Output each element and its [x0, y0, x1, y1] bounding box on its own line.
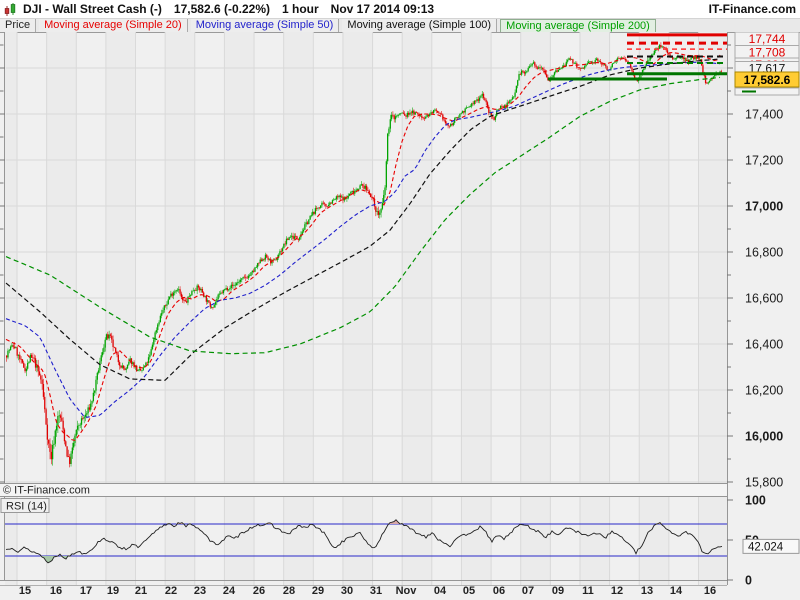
time-tick-label: 26: [253, 585, 265, 597]
datetime-label: Nov 17 2014 09:13: [330, 2, 435, 16]
time-tick-label: 31: [370, 585, 382, 597]
price-tick-label: 17,000: [745, 200, 783, 214]
day-bands: [5, 32, 727, 585]
rsi-value-text: 42.024: [748, 541, 784, 553]
legend-tab-ma20[interactable]: Moving average (Simple 20): [39, 19, 188, 32]
time-tick-label: 21: [135, 585, 147, 597]
instrument-title: DJI - Wall Street Cash (-): [23, 2, 162, 16]
time-tick-label: 09: [552, 585, 564, 597]
up-candle-bodies: [7, 45, 721, 464]
legend-tab-bar: Price Moving average (Simple 20) Moving …: [0, 19, 800, 33]
panel-borders: [0, 32, 728, 586]
price-tick-label: 17,400: [745, 108, 783, 122]
time-tick-label: 11: [582, 585, 594, 597]
title-bar: DJI - Wall Street Cash (-) 17,582.6 (-0.…: [0, 0, 800, 19]
time-tick-label: 13: [641, 585, 653, 597]
rsi-indicator-tab[interactable]: RSI (14): [0, 498, 50, 513]
time-tick-label: 16: [704, 585, 716, 597]
price-axis: 17,400 17,200 17,000 16,800 16,600 16,400 16,2…: [0, 44, 783, 490]
level-label-text: 17,744: [749, 32, 786, 46]
price-tick-label: 16,400: [745, 338, 783, 352]
time-tick-label: 22: [165, 585, 177, 597]
time-tick-label: 30: [341, 585, 353, 597]
time-tick-label: 14: [670, 585, 683, 597]
level-label-text: 17,582.6: [744, 73, 791, 87]
time-tick-label: 24: [223, 585, 236, 597]
ma-line-simple50: [5, 61, 721, 418]
price-tick-label: 17,200: [745, 154, 783, 168]
level-label-box: [734, 87, 800, 96]
time-tick-label: 04: [434, 585, 447, 597]
price-tick-label: 16,800: [745, 246, 783, 260]
time-tick-label: 23: [194, 585, 206, 597]
price-tick-label: 16,000: [745, 430, 783, 444]
time-tick-label: 28: [283, 585, 295, 597]
level-marker-lines: [548, 33, 727, 81]
time-tick-label: 15: [19, 585, 31, 597]
copyright-label: © IT-Finance.com: [3, 485, 90, 497]
ma-line-simple200: [5, 76, 721, 355]
time-tick-label: 17: [80, 585, 92, 597]
current-price-label-box: [734, 71, 800, 88]
rsi-tick-label: 100: [745, 494, 766, 508]
price-tick-label: 15,800: [745, 476, 783, 490]
svg-text:RSI (14): RSI (14): [6, 501, 47, 513]
rsi-tick-label: 0: [745, 574, 752, 588]
time-tick-label: 29: [312, 585, 324, 597]
time-tick-label: 05: [463, 585, 475, 597]
legend-tab-price[interactable]: Price: [0, 19, 37, 32]
legend-tab-ma200[interactable]: Moving average (Simple 200): [500, 19, 656, 32]
candlestick-series: [6, 42, 722, 468]
ma-line-simple20: [5, 52, 721, 442]
timeframe-label: 1 hour: [281, 2, 319, 16]
candlestick-chart-icon: [4, 2, 16, 16]
time-tick-label: 12: [611, 585, 623, 597]
legend-tab-ma50[interactable]: Moving average (Simple 50): [190, 19, 340, 32]
last-price-change: 17,582.6 (-0.22%): [173, 2, 270, 16]
brand-label: IT-Finance.com: [708, 2, 796, 16]
legend-tab-ma100[interactable]: Moving average (Simple 100): [342, 19, 498, 32]
price-tick-label: 16,200: [745, 384, 783, 398]
chart-canvas[interactable]: 17,400 17,200 17,000 16,800 16,600 16,400 16,2…: [0, 32, 800, 600]
level-label-text: 17,708: [749, 46, 786, 60]
time-tick-label: 16: [50, 585, 62, 597]
time-tick-label: 19: [107, 585, 119, 597]
time-axis: 15 16 17 19 21 22 23 24 26 28 29 30 31 Nov 04 05 06 07 09 1…: [19, 585, 716, 597]
time-tick-label: Nov: [396, 585, 418, 597]
price-tick-label: 16,600: [745, 292, 783, 306]
ma-line-simple100: [5, 58, 721, 381]
rsi-value-box: [742, 538, 800, 554]
time-tick-label: 06: [493, 585, 505, 597]
rsi-line: [5, 519, 723, 564]
time-tick-label: 07: [522, 585, 534, 597]
